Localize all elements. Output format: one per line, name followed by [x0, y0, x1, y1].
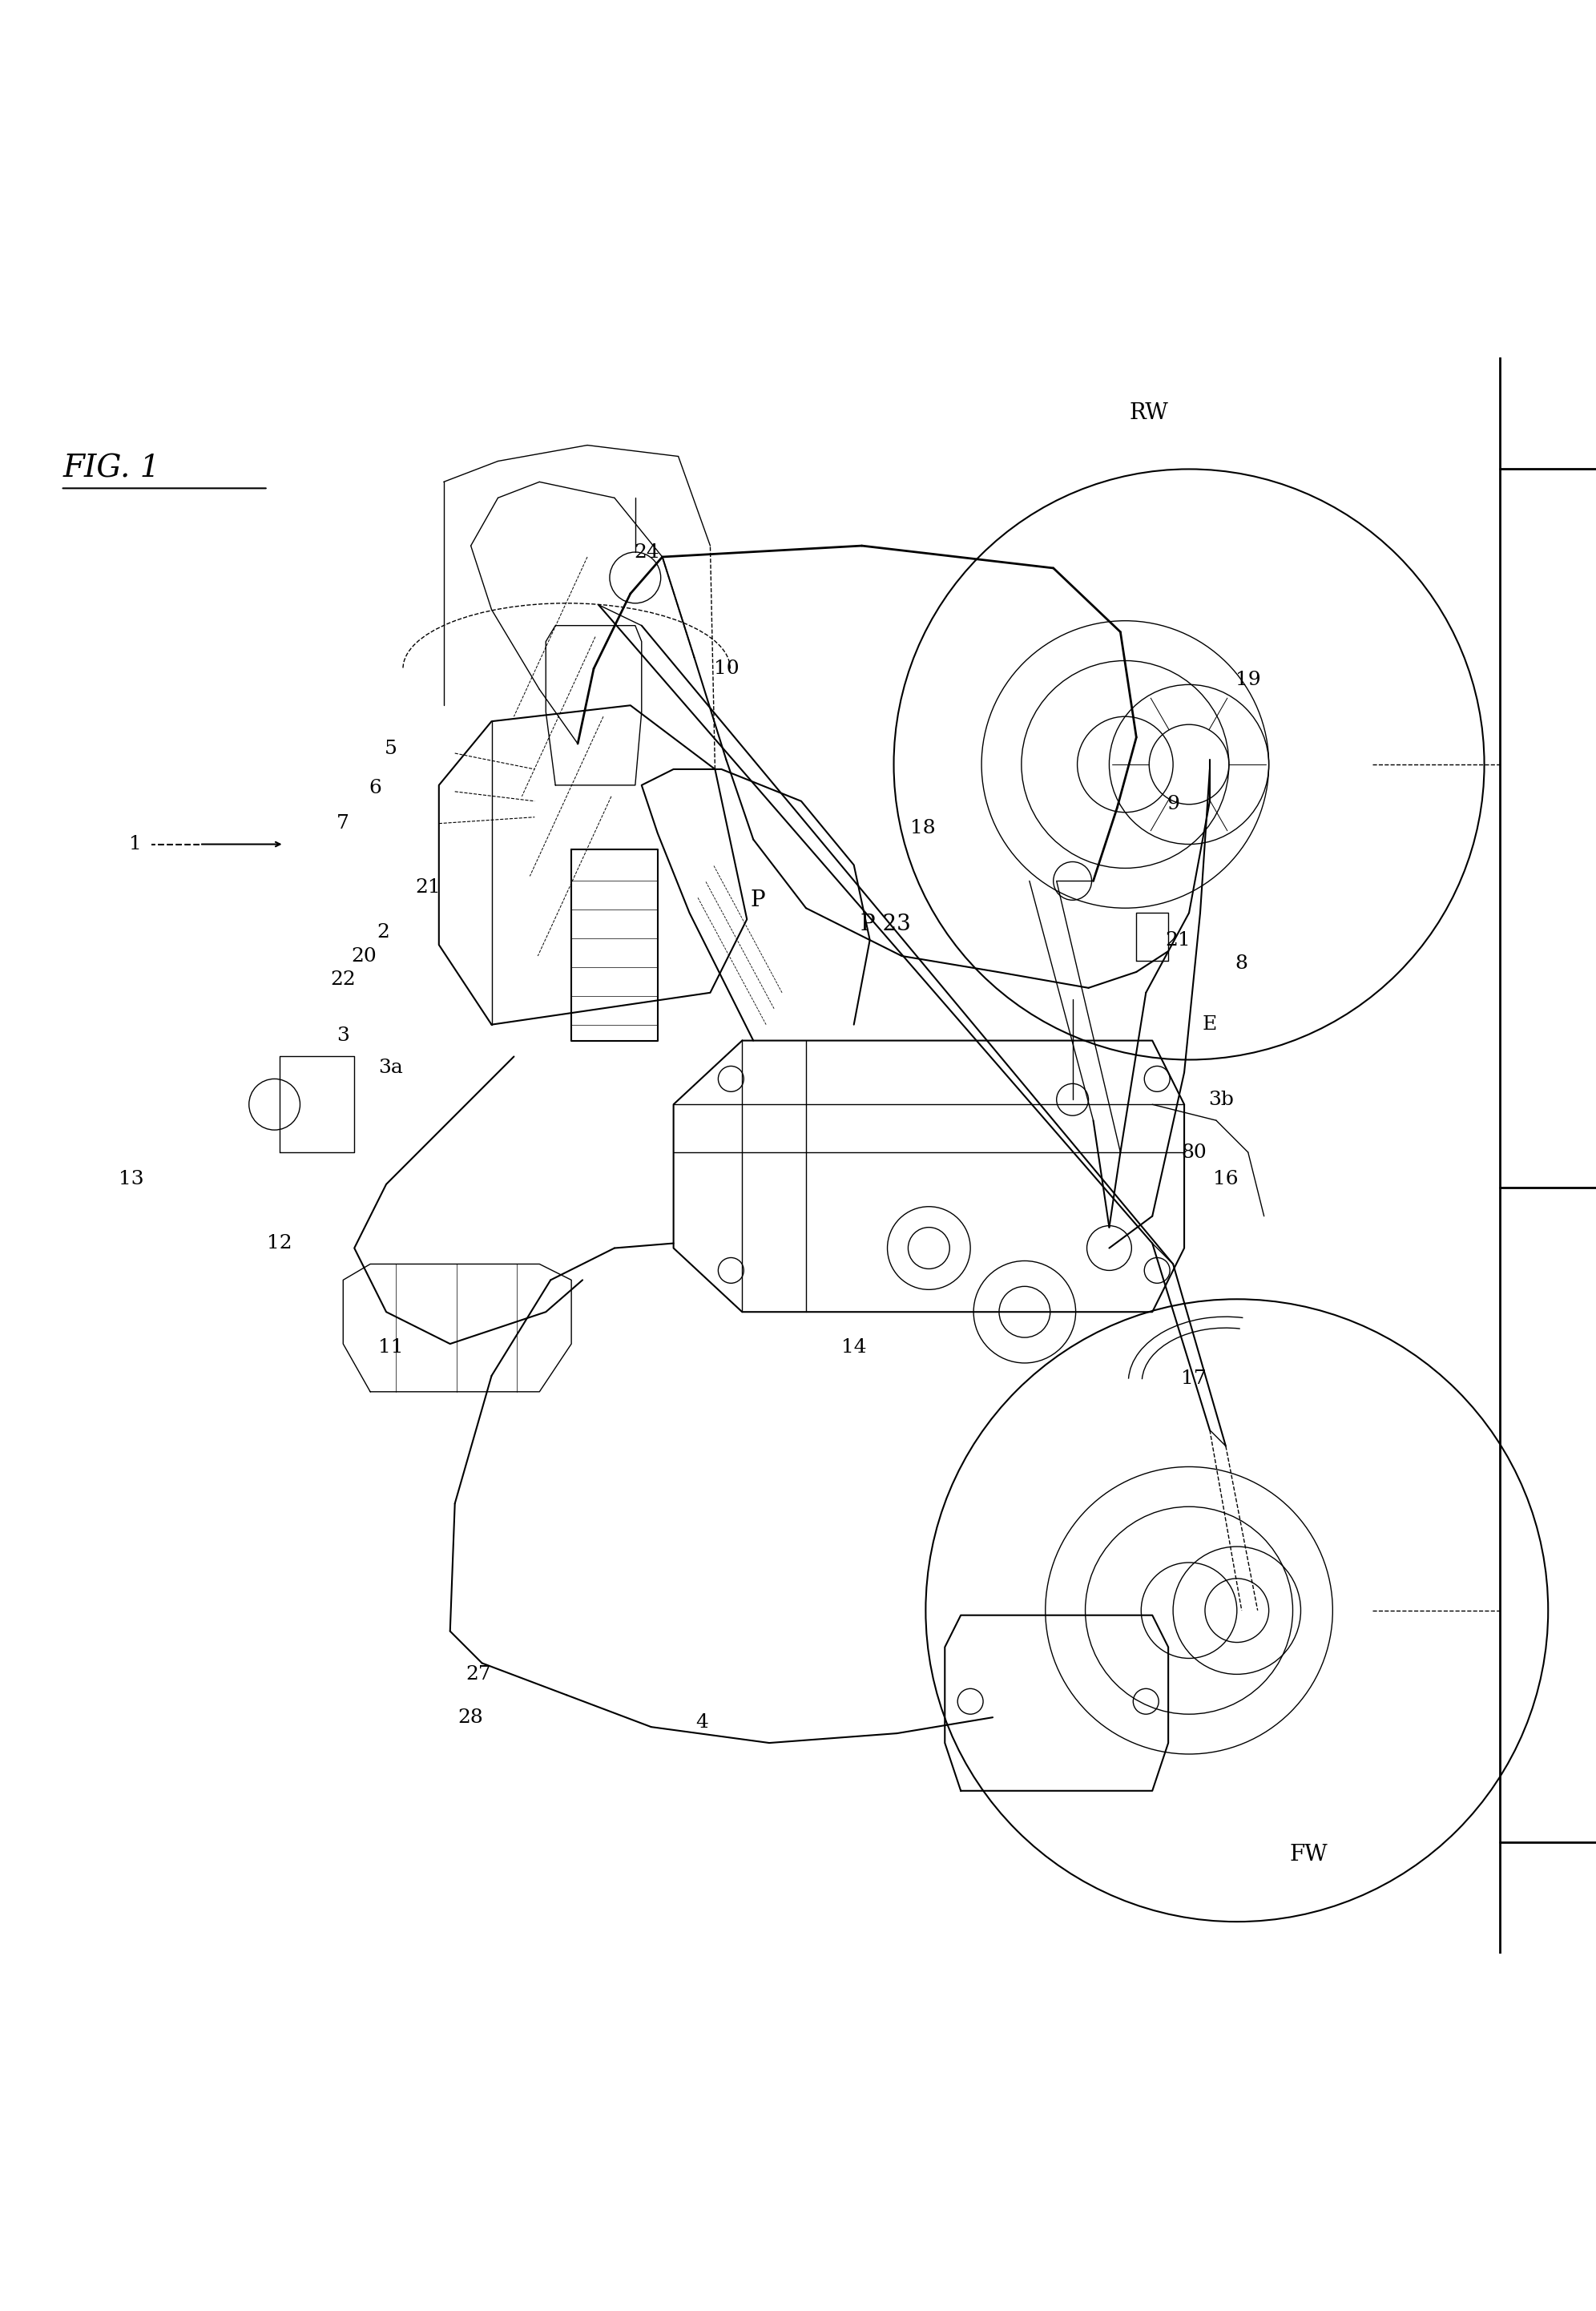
Text: 7: 7 — [337, 813, 350, 832]
Text: P 23: P 23 — [860, 913, 911, 936]
Text: 21: 21 — [1165, 931, 1191, 950]
Text: 19: 19 — [1235, 670, 1261, 689]
Text: 3b: 3b — [1208, 1091, 1234, 1109]
Text: 18: 18 — [910, 818, 935, 837]
Text: 2: 2 — [377, 922, 389, 941]
Text: 16: 16 — [1213, 1169, 1238, 1188]
Text: P: P — [750, 890, 766, 911]
Text: 13: 13 — [118, 1169, 144, 1188]
Text: FW: FW — [1290, 1844, 1328, 1865]
Text: 17: 17 — [1181, 1370, 1207, 1389]
Text: 10: 10 — [713, 659, 739, 677]
Text: 6: 6 — [369, 779, 381, 797]
Text: 27: 27 — [466, 1664, 492, 1682]
Text: 9: 9 — [1167, 795, 1179, 813]
Text: 21: 21 — [415, 878, 440, 897]
Text: 3: 3 — [337, 1026, 350, 1045]
Text: 5: 5 — [385, 740, 397, 758]
Text: RW: RW — [1130, 402, 1168, 425]
Text: 12: 12 — [267, 1234, 292, 1253]
Text: 20: 20 — [351, 948, 377, 966]
Text: FIG. 1: FIG. 1 — [64, 455, 160, 483]
Text: 1: 1 — [129, 834, 142, 853]
Text: 80: 80 — [1181, 1144, 1207, 1162]
Text: E: E — [1202, 1015, 1218, 1033]
Text: 8: 8 — [1235, 954, 1248, 973]
Text: 4: 4 — [696, 1712, 709, 1731]
Text: 11: 11 — [378, 1338, 404, 1357]
Text: 28: 28 — [458, 1708, 484, 1726]
Text: 22: 22 — [330, 971, 356, 989]
Text: 14: 14 — [841, 1338, 867, 1357]
Text: 24: 24 — [634, 543, 659, 562]
Text: 3a: 3a — [378, 1058, 404, 1077]
